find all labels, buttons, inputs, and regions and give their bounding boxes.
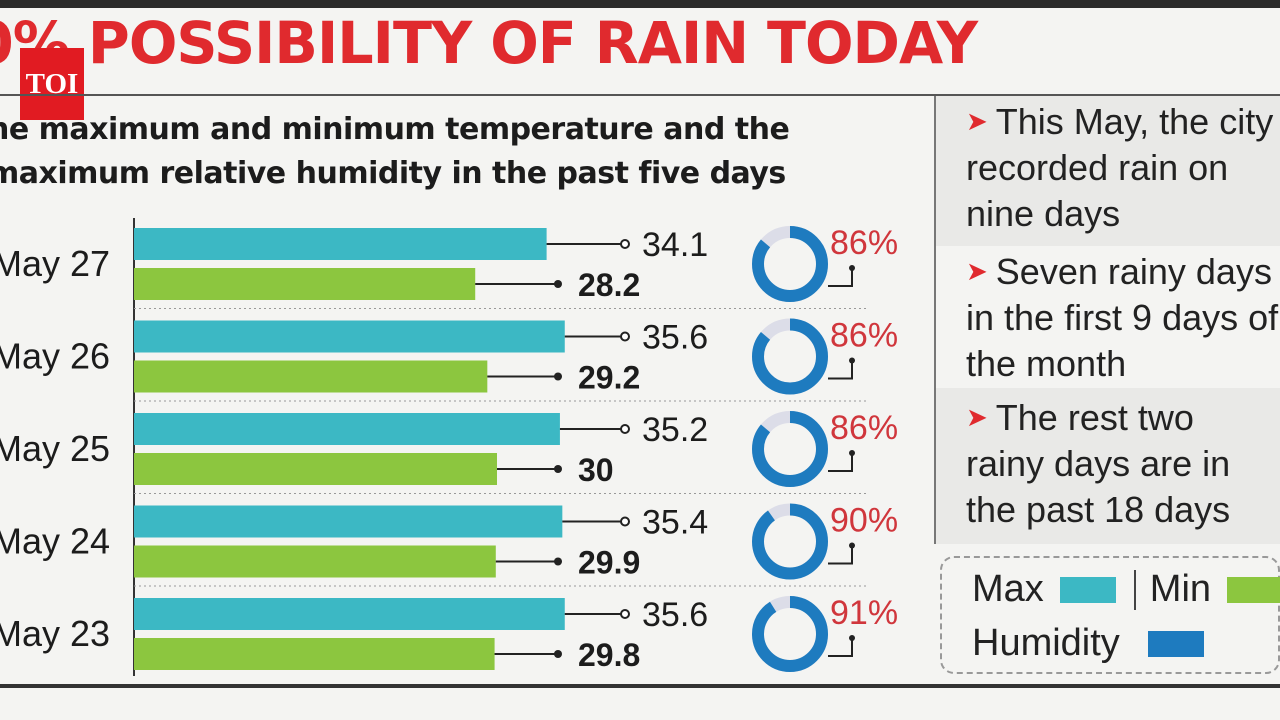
note-3: ➤ The rest two rainy days are in the past…: [936, 388, 1280, 544]
humidity-leader-dot: [849, 265, 855, 271]
min-temperature-bar: [134, 268, 476, 300]
subtitle-line-1: he maximum and minimum temperature and t…: [0, 112, 790, 147]
note-1-line-1: This May, the city: [995, 101, 1274, 142]
min-leader-dot: [554, 557, 562, 566]
max-value-label: 35.6: [642, 596, 708, 634]
min-temperature-bar: [134, 545, 496, 578]
arrow-icon: ➤: [966, 256, 988, 286]
legend-max-label: Max: [972, 568, 1044, 610]
humidity-value-label: 91%: [830, 594, 898, 632]
legend-min-label: Min: [1149, 568, 1212, 610]
legend: Max Min Humidity: [940, 556, 1280, 674]
headline: 0% POSSIBILITY OF RAIN TODAY: [0, 9, 978, 77]
legend-humidity-label: Humidity: [972, 622, 1120, 664]
min-temperature-bar: [134, 360, 488, 393]
note-3-line-2: rainy days are in: [966, 443, 1231, 484]
max-temperature-bar: [134, 505, 563, 538]
note-1-line-3: nine days: [966, 193, 1121, 234]
max-value-label: 35.4: [642, 504, 708, 542]
note-2-line-2: in the first 9 days of: [966, 297, 1279, 338]
arrow-icon: ➤: [966, 106, 988, 136]
max-temperature-bar: [134, 320, 565, 353]
category-label: May 25: [0, 428, 110, 469]
max-temperature-bar: [134, 413, 560, 445]
max-value-label: 35.2: [642, 411, 708, 449]
humidity-leader-dot: [849, 635, 855, 641]
top-rule: [0, 0, 1280, 8]
category-label: May 27: [0, 243, 110, 284]
note-1-line-2: recorded rain on: [966, 147, 1229, 188]
legend-row-temperature: Max Min: [972, 568, 1280, 611]
max-leader-dot: [620, 516, 630, 527]
min-value-label: 29.9: [578, 545, 640, 581]
humidity-value-label: 86%: [830, 409, 898, 447]
legend-min-swatch: [1227, 576, 1280, 603]
max-leader-dot: [620, 424, 630, 434]
humidity-value-label: 90%: [830, 502, 898, 540]
min-leader-dot: [554, 650, 562, 658]
min-value-label: 29.8: [578, 637, 640, 673]
min-value-label: 30: [578, 452, 614, 488]
temperature-humidity-chart: May 27 34.128.286%May 26 35.629.286%May 25…: [0, 218, 898, 676]
toi-logo: TOI: [20, 48, 84, 120]
header-rule: [0, 94, 1280, 96]
legend-max-swatch: [1059, 576, 1116, 603]
min-temperature-bar: [134, 638, 495, 670]
min-leader-dot: [554, 465, 562, 473]
side-panel: ➤ This May, the city recorded rain on nin…: [934, 96, 1280, 544]
humidity-donut-arc: [752, 226, 828, 302]
legend-divider: [1133, 569, 1136, 610]
arrow-icon: ➤: [966, 402, 988, 432]
humidity-leader-line: [828, 362, 853, 380]
min-value-label: 29.2: [578, 360, 640, 396]
min-leader-dot: [554, 280, 562, 288]
humidity-value-label: 86%: [830, 317, 898, 355]
humidity-leader-dot: [849, 542, 855, 549]
humidity-leader-line: [828, 640, 853, 657]
note-2-line-3: the month: [966, 343, 1127, 384]
max-leader-dot: [620, 239, 630, 249]
humidity-donut-arc: [752, 503, 828, 580]
chart-subtitle: he maximum and minimum temperature and t…: [0, 108, 808, 196]
humidity-leader-dot: [849, 357, 855, 364]
humidity-leader-line: [828, 547, 853, 565]
note-3-line-1: The rest two: [995, 397, 1194, 438]
category-label: May 26: [0, 336, 110, 377]
category-label: May 23: [0, 613, 110, 654]
category-label: May 24: [0, 521, 110, 562]
min-leader-dot: [554, 372, 562, 381]
humidity-value-label: 86%: [830, 224, 898, 262]
humidity-donut-arc: [752, 318, 828, 395]
humidity-leader-line: [828, 270, 853, 287]
humidity-leader-dot: [849, 450, 855, 456]
humidity-leader-line: [828, 455, 853, 472]
subtitle-line-2: maximum relative humidity in the past fi…: [0, 156, 786, 191]
humidity-donut-arc: [752, 596, 828, 672]
bottom-rule: [0, 684, 1280, 688]
note-1: ➤ This May, the city recorded rain on nin…: [936, 96, 1280, 246]
legend-humidity-swatch: [1147, 630, 1204, 657]
min-value-label: 28.2: [578, 267, 640, 303]
min-temperature-bar: [134, 453, 497, 485]
max-temperature-bar: [134, 598, 565, 630]
max-value-label: 35.6: [642, 319, 708, 357]
max-leader-dot: [620, 331, 630, 342]
legend-row-humidity: Humidity: [972, 622, 1204, 665]
max-value-label: 34.1: [642, 226, 708, 264]
note-2: ➤ Seven rainy days in the first 9 days of…: [936, 246, 1280, 388]
max-temperature-bar: [134, 228, 547, 260]
note-3-line-3: the past 18 days: [966, 489, 1231, 530]
humidity-donut-arc: [752, 411, 828, 487]
max-leader-dot: [620, 609, 630, 619]
note-2-line-1: Seven rainy days: [995, 251, 1272, 292]
